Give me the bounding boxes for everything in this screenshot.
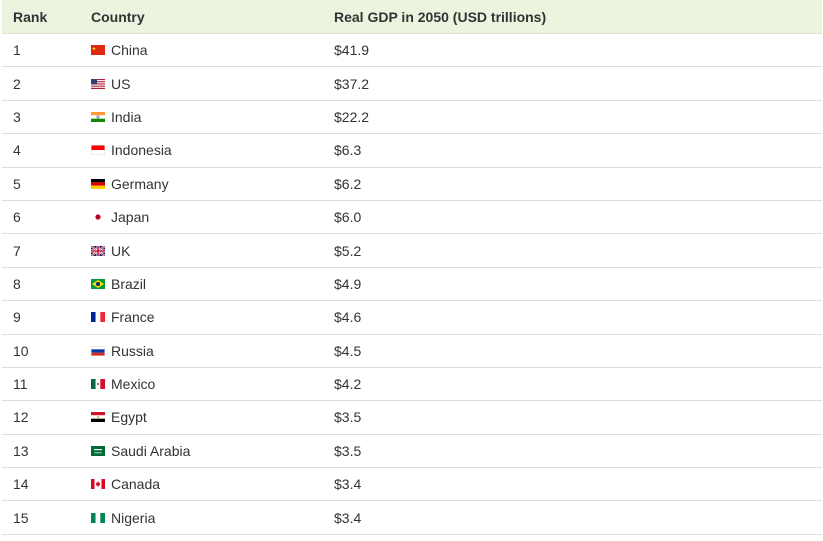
brazil-flag-icon [91, 278, 105, 289]
country-name: China [111, 42, 148, 59]
country-cell: Canada [91, 476, 334, 492]
table-row: 14 Canada $3.4 [2, 468, 822, 502]
egypt-flag-icon [91, 412, 105, 423]
country-name: Japan [111, 209, 150, 226]
gdp-cell: $41.9 [334, 42, 370, 59]
rank-cell: 6 [13, 209, 21, 226]
country-cell: Russia [91, 343, 334, 359]
country-cell: Japan [91, 209, 334, 225]
country-name: Canada [111, 476, 161, 493]
nigeria-flag-icon [91, 512, 105, 523]
rank-cell: 5 [13, 175, 21, 192]
gdp-cell: $4.5 [334, 342, 362, 359]
rank-cell: 8 [13, 275, 21, 292]
canada-flag-icon [91, 479, 105, 490]
gdp-cell: $4.9 [334, 275, 362, 292]
saudi-arabia-flag-icon [91, 445, 105, 456]
gdp-cell: $6.3 [334, 142, 362, 159]
germany-flag-icon [91, 178, 105, 189]
rank-cell: 13 [13, 442, 29, 459]
country-cell: France [91, 309, 334, 325]
france-flag-icon [91, 312, 105, 323]
country-cell: US [91, 76, 334, 92]
country-name: Russia [111, 342, 154, 359]
rank-cell: 12 [13, 409, 29, 426]
country-name: France [111, 309, 155, 326]
table-row: 5 Germany $6.2 [2, 168, 822, 201]
uk-flag-icon [91, 245, 105, 256]
india-flag-icon [91, 111, 105, 122]
rank-cell: 10 [13, 342, 29, 359]
table-row: 1 China $41.9 [2, 34, 822, 68]
gdp-cell: $5.2 [334, 242, 362, 259]
rank-column-header: Rank [13, 8, 48, 25]
indonesia-flag-icon [91, 145, 105, 156]
rank-cell: 3 [13, 108, 21, 125]
gdp-cell: $4.2 [334, 376, 362, 393]
table-row: 10 Russia $4.5 [2, 335, 822, 368]
country-cell: Mexico [91, 376, 334, 392]
table-row: 2 US $37.2 [2, 67, 822, 101]
country-cell: Indonesia [91, 142, 334, 158]
gdp-cell: $3.5 [334, 409, 362, 426]
rank-cell: 1 [13, 42, 21, 59]
country-cell: Germany [91, 176, 334, 192]
gdp-cell: $3.5 [334, 442, 362, 459]
gdp-cell: $4.6 [334, 309, 362, 326]
country-name: India [111, 108, 142, 125]
table-row: 13 Saudi Arabia $3.5 [2, 435, 822, 469]
country-name: Brazil [111, 275, 147, 292]
country-cell: UK [91, 243, 334, 259]
table-row: 3 India $22.2 [2, 101, 822, 135]
us-flag-icon [91, 78, 105, 89]
country-cell: Egypt [91, 409, 334, 425]
gdp-cell: $22.2 [334, 108, 370, 125]
table-row: 12 Egypt $3.5 [2, 401, 822, 435]
rank-cell: 7 [13, 242, 21, 259]
country-name: Indonesia [111, 142, 172, 159]
rank-cell: 2 [13, 75, 21, 92]
rank-cell: 9 [13, 309, 21, 326]
country-name: UK [111, 242, 131, 259]
country-cell: India [91, 109, 334, 125]
gdp-cell: $3.4 [334, 476, 362, 493]
country-name: Germany [111, 175, 169, 192]
table-row: 6 Japan $6.0 [2, 201, 822, 235]
country-cell: Brazil [91, 276, 334, 292]
country-name: Mexico [111, 376, 156, 393]
country-cell: Saudi Arabia [91, 443, 334, 459]
country-cell: China [91, 42, 334, 58]
gdp-cell: $37.2 [334, 75, 370, 92]
country-name: US [111, 75, 131, 92]
table-row: 9 France $4.6 [2, 301, 822, 335]
country-name: Saudi Arabia [111, 442, 191, 459]
china-flag-icon [91, 45, 105, 56]
gdp-cell: $6.2 [334, 175, 362, 192]
country-name: Egypt [111, 409, 147, 426]
rank-cell: 14 [13, 476, 29, 493]
country-column-header: Country [91, 8, 145, 25]
country-name: Nigeria [111, 509, 156, 526]
mexico-flag-icon [91, 379, 105, 390]
table-row: 7 UK $5.2 [2, 234, 822, 268]
table-row: 4 Indonesia $6.3 [2, 134, 822, 168]
gdp-cell: $6.0 [334, 209, 362, 226]
russia-flag-icon [91, 345, 105, 356]
table-row: 8 Brazil $4.9 [2, 268, 822, 302]
japan-flag-icon [91, 212, 105, 223]
rank-cell: 15 [13, 509, 29, 526]
table-row: 11 Mexico $4.2 [2, 368, 822, 402]
gdp-cell: $3.4 [334, 509, 362, 526]
gdp-column-header: Real GDP in 2050 (USD trillions) [334, 8, 547, 25]
rank-cell: 4 [13, 142, 21, 159]
table-header-row: Rank Country Real GDP in 2050 (USD trill… [2, 0, 822, 34]
country-cell: Nigeria [91, 510, 334, 526]
table-row: 15 Nigeria $3.4 [2, 501, 822, 535]
rank-cell: 11 [13, 376, 28, 393]
